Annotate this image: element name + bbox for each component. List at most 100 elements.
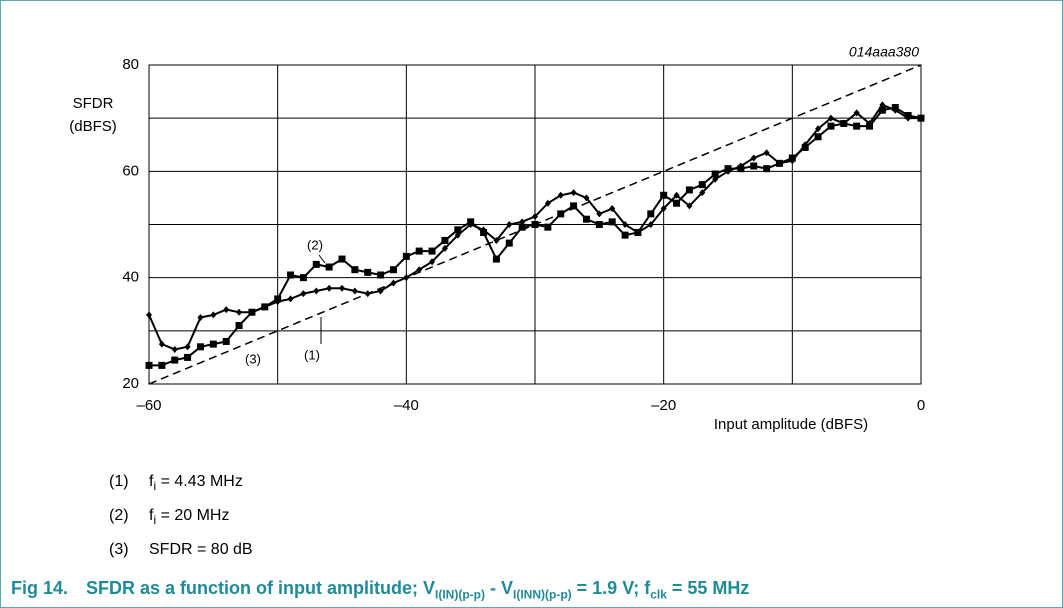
marker: [673, 199, 681, 207]
marker: [712, 175, 719, 183]
y-tick-label: 20: [122, 375, 139, 392]
legend-item: (3) SFDR = 80 dB: [109, 541, 253, 559]
x-axis-label: Input amplitude (dBFS): [714, 416, 868, 433]
marker: [416, 266, 423, 274]
marker: [866, 122, 874, 130]
marker: [827, 114, 834, 122]
marker: [171, 345, 178, 353]
marker: [158, 361, 166, 369]
marker: [223, 306, 230, 314]
marker: [454, 226, 462, 234]
marker: [428, 247, 436, 255]
marker: [570, 202, 578, 210]
marker: [532, 213, 538, 221]
marker: [402, 252, 410, 260]
marker: [454, 231, 461, 239]
figure-id: 014aaa380: [849, 44, 919, 60]
marker: [879, 101, 886, 109]
caption-subscript: clk: [650, 587, 667, 602]
x-tick-label: –40: [394, 397, 419, 414]
marker: [480, 228, 488, 236]
marker: [261, 303, 269, 311]
marker: [660, 191, 668, 199]
marker: [210, 311, 217, 319]
marker: [634, 228, 642, 236]
legend-number: (3): [109, 541, 129, 558]
marker: [853, 122, 861, 130]
marker: [595, 221, 603, 228]
marker: [493, 236, 500, 244]
legend-subscript: i: [153, 479, 157, 494]
marker: [351, 287, 358, 295]
marker: [325, 263, 333, 271]
series-line: [148, 64, 922, 385]
marker: [775, 159, 783, 167]
marker: [222, 337, 230, 345]
marker: [647, 210, 655, 218]
marker: [891, 104, 899, 112]
marker: [570, 189, 577, 197]
marker: [467, 218, 475, 226]
marker: [519, 218, 526, 226]
marker: [878, 106, 886, 114]
marker: [506, 221, 513, 228]
marker: [685, 186, 693, 194]
marker: [287, 295, 294, 303]
marker: [544, 199, 551, 207]
marker: [313, 287, 320, 295]
caption-text: = 1.9 V; f: [571, 578, 651, 598]
legend-symbol: f: [149, 507, 154, 524]
marker: [197, 314, 204, 322]
series-callout: (1): [304, 347, 320, 362]
marker: [698, 181, 706, 189]
marker: [248, 308, 256, 316]
marker: [429, 258, 436, 266]
series-callout: (3): [245, 351, 261, 366]
marker: [351, 266, 359, 274]
y-axis-label: (dBFS): [69, 118, 117, 135]
legend-symbol: f: [149, 473, 154, 490]
caption-text: SFDR as a function of input amplitude; V: [86, 578, 436, 598]
marker: [299, 274, 307, 282]
marker: [788, 154, 796, 162]
marker: [673, 191, 680, 199]
caption-text: - V: [485, 578, 514, 598]
marker: [737, 165, 745, 173]
marker: [801, 143, 809, 151]
marker: [158, 340, 165, 348]
caption-text: = 55 MHz: [666, 578, 750, 598]
marker: [184, 353, 192, 361]
marker: [389, 266, 397, 274]
marker: [827, 122, 835, 130]
caption-subscript: I(INN)(p-p): [513, 587, 572, 602]
x-tick-label: –20: [651, 397, 676, 414]
marker: [492, 255, 500, 263]
marker: [196, 343, 204, 351]
marker: [917, 114, 925, 122]
marker: [364, 268, 372, 276]
marker: [608, 218, 616, 226]
marker: [724, 165, 732, 173]
x-tick-label: –60: [136, 397, 161, 414]
legend-text: SFDR = 80 dB: [149, 541, 253, 558]
marker: [686, 202, 693, 210]
legend-subscript: i: [153, 513, 157, 528]
marker: [235, 322, 243, 330]
marker: [184, 343, 191, 351]
marker: [904, 112, 912, 120]
marker: [699, 189, 706, 197]
marker: [236, 308, 243, 316]
marker: [518, 223, 526, 231]
marker: [750, 162, 758, 170]
marker: [596, 210, 603, 218]
marker: [505, 239, 513, 247]
marker: [287, 271, 295, 279]
caption-label: Fig 14.: [11, 578, 69, 598]
marker: [415, 247, 423, 255]
marker: [171, 356, 179, 364]
marker: [840, 119, 848, 127]
marker: [326, 284, 333, 292]
marker: [274, 295, 282, 303]
marker: [647, 221, 654, 228]
